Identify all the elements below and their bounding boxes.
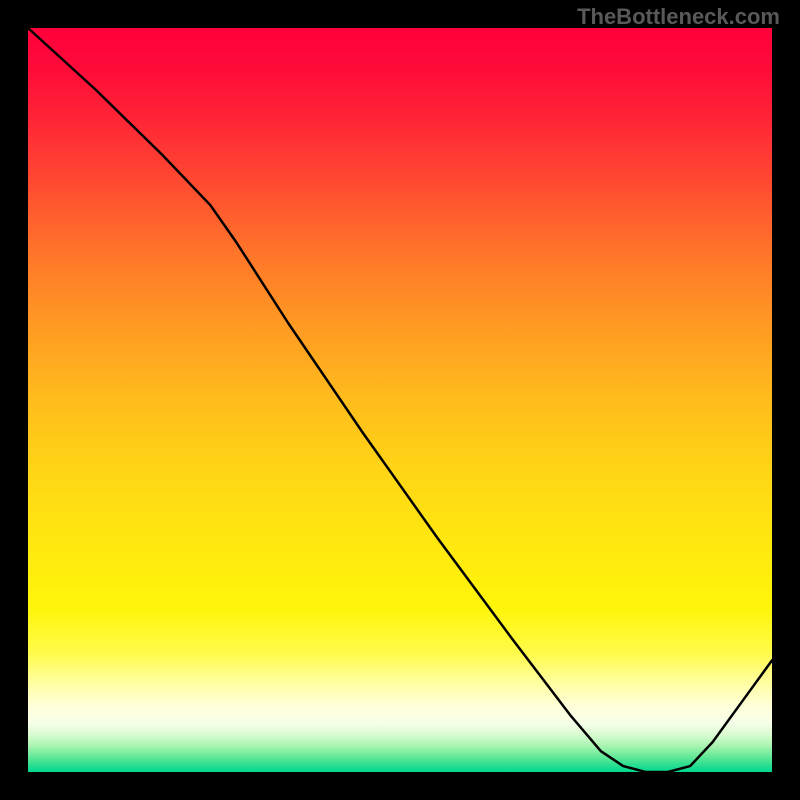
bottleneck-chart [0,0,800,800]
watermark-text: TheBottleneck.com [577,4,780,30]
